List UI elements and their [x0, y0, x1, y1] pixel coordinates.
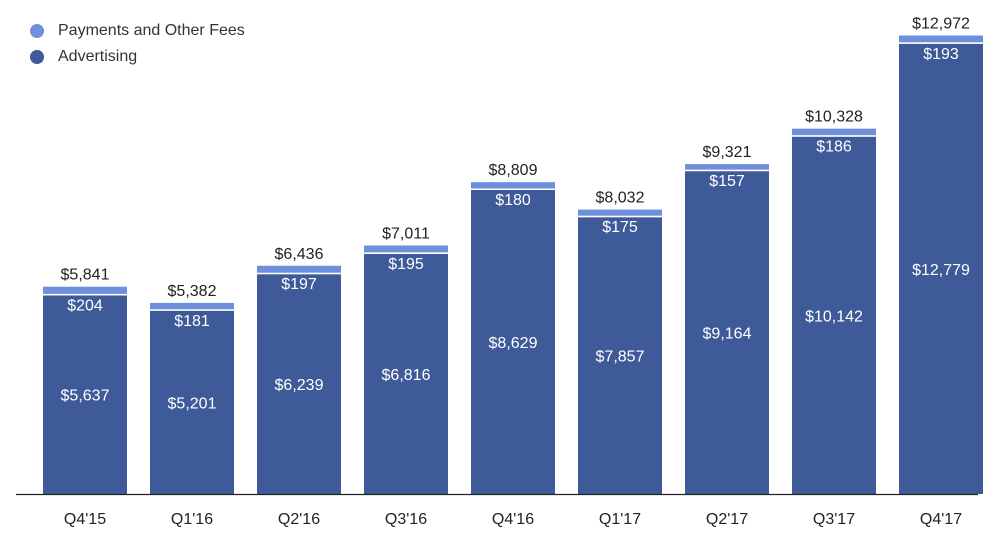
bar-advertising	[471, 190, 555, 495]
bar-advertising	[43, 295, 127, 494]
legend-item-advertising: Advertising	[30, 44, 245, 70]
bar-advertising	[578, 217, 662, 494]
data-label-advertising: $7,857	[596, 349, 645, 366]
x-tick-label: Q4'17	[920, 511, 962, 528]
bar-separator	[685, 169, 769, 172]
data-label-payments: $193	[923, 46, 959, 63]
data-label-payments: $186	[816, 139, 852, 156]
bar-advertising	[257, 274, 341, 494]
x-tick-label: Q2'16	[278, 511, 320, 528]
bar-payments	[899, 35, 983, 43]
bar-separator	[43, 293, 127, 296]
data-label-payments: $175	[602, 219, 638, 236]
x-tick-label: Q4'16	[492, 511, 534, 528]
bar-payments	[578, 209, 662, 216]
data-label-total: $8,032	[596, 190, 645, 207]
x-tick-label: Q3'16	[385, 511, 427, 528]
data-label-advertising: $8,629	[489, 335, 538, 352]
data-label-total: $9,321	[703, 144, 752, 161]
legend-swatch-advertising	[30, 50, 44, 64]
data-label-total: $6,436	[275, 246, 324, 263]
x-tick-label: Q1'16	[171, 511, 213, 528]
data-label-total: $5,841	[61, 267, 110, 284]
data-label-advertising: $9,164	[703, 326, 752, 343]
data-label-payments: $204	[67, 297, 103, 314]
bar-separator	[150, 309, 234, 311]
data-label-payments: $197	[281, 276, 317, 293]
x-tick-label: Q4'15	[64, 511, 106, 528]
bar-advertising	[364, 253, 448, 494]
data-label-advertising: $10,142	[805, 308, 863, 325]
data-label-advertising: $5,637	[61, 388, 110, 405]
legend: Payments and Other Fees Advertising	[30, 18, 245, 70]
bar-advertising	[792, 136, 876, 494]
legend-label-advertising: Advertising	[58, 48, 138, 65]
bar-payments	[471, 182, 555, 189]
data-label-advertising: $12,779	[912, 262, 970, 279]
data-label-advertising: $5,201	[168, 395, 217, 412]
bar-payments	[150, 302, 234, 310]
data-label-total: $10,328	[805, 109, 863, 126]
bar-separator	[364, 252, 448, 254]
bar-advertising	[899, 43, 983, 494]
data-label-total: $8,809	[489, 162, 538, 179]
x-tick-label: Q3'17	[813, 511, 855, 528]
bar-separator	[471, 188, 555, 191]
x-tick-label: Q1'17	[599, 511, 641, 528]
bar-payments	[43, 286, 127, 294]
legend-swatch-payments	[30, 24, 44, 38]
bar-separator	[792, 135, 876, 137]
data-label-payments: $157	[709, 173, 745, 190]
bar-payments	[257, 265, 341, 273]
bar-advertising	[150, 310, 234, 494]
bar-payments	[792, 128, 876, 136]
data-label-payments: $195	[388, 256, 424, 273]
bar-payments	[685, 164, 769, 170]
x-tick-label: Q2'17	[706, 511, 748, 528]
data-label-total: $5,382	[168, 283, 217, 300]
data-label-total: $12,972	[912, 16, 970, 33]
legend-item-payments: Payments and Other Fees	[30, 18, 245, 44]
data-label-advertising: $6,239	[275, 377, 324, 394]
bar-separator	[257, 272, 341, 275]
data-label-advertising: $6,816	[382, 367, 431, 384]
legend-label-payments: Payments and Other Fees	[58, 22, 245, 39]
data-label-total: $7,011	[382, 226, 430, 243]
bar-advertising	[685, 171, 769, 495]
data-label-payments: $181	[174, 313, 210, 330]
bar-separator	[899, 42, 983, 44]
bar-payments	[364, 245, 448, 253]
data-label-payments: $180	[495, 192, 531, 209]
bar-separator	[578, 215, 662, 218]
